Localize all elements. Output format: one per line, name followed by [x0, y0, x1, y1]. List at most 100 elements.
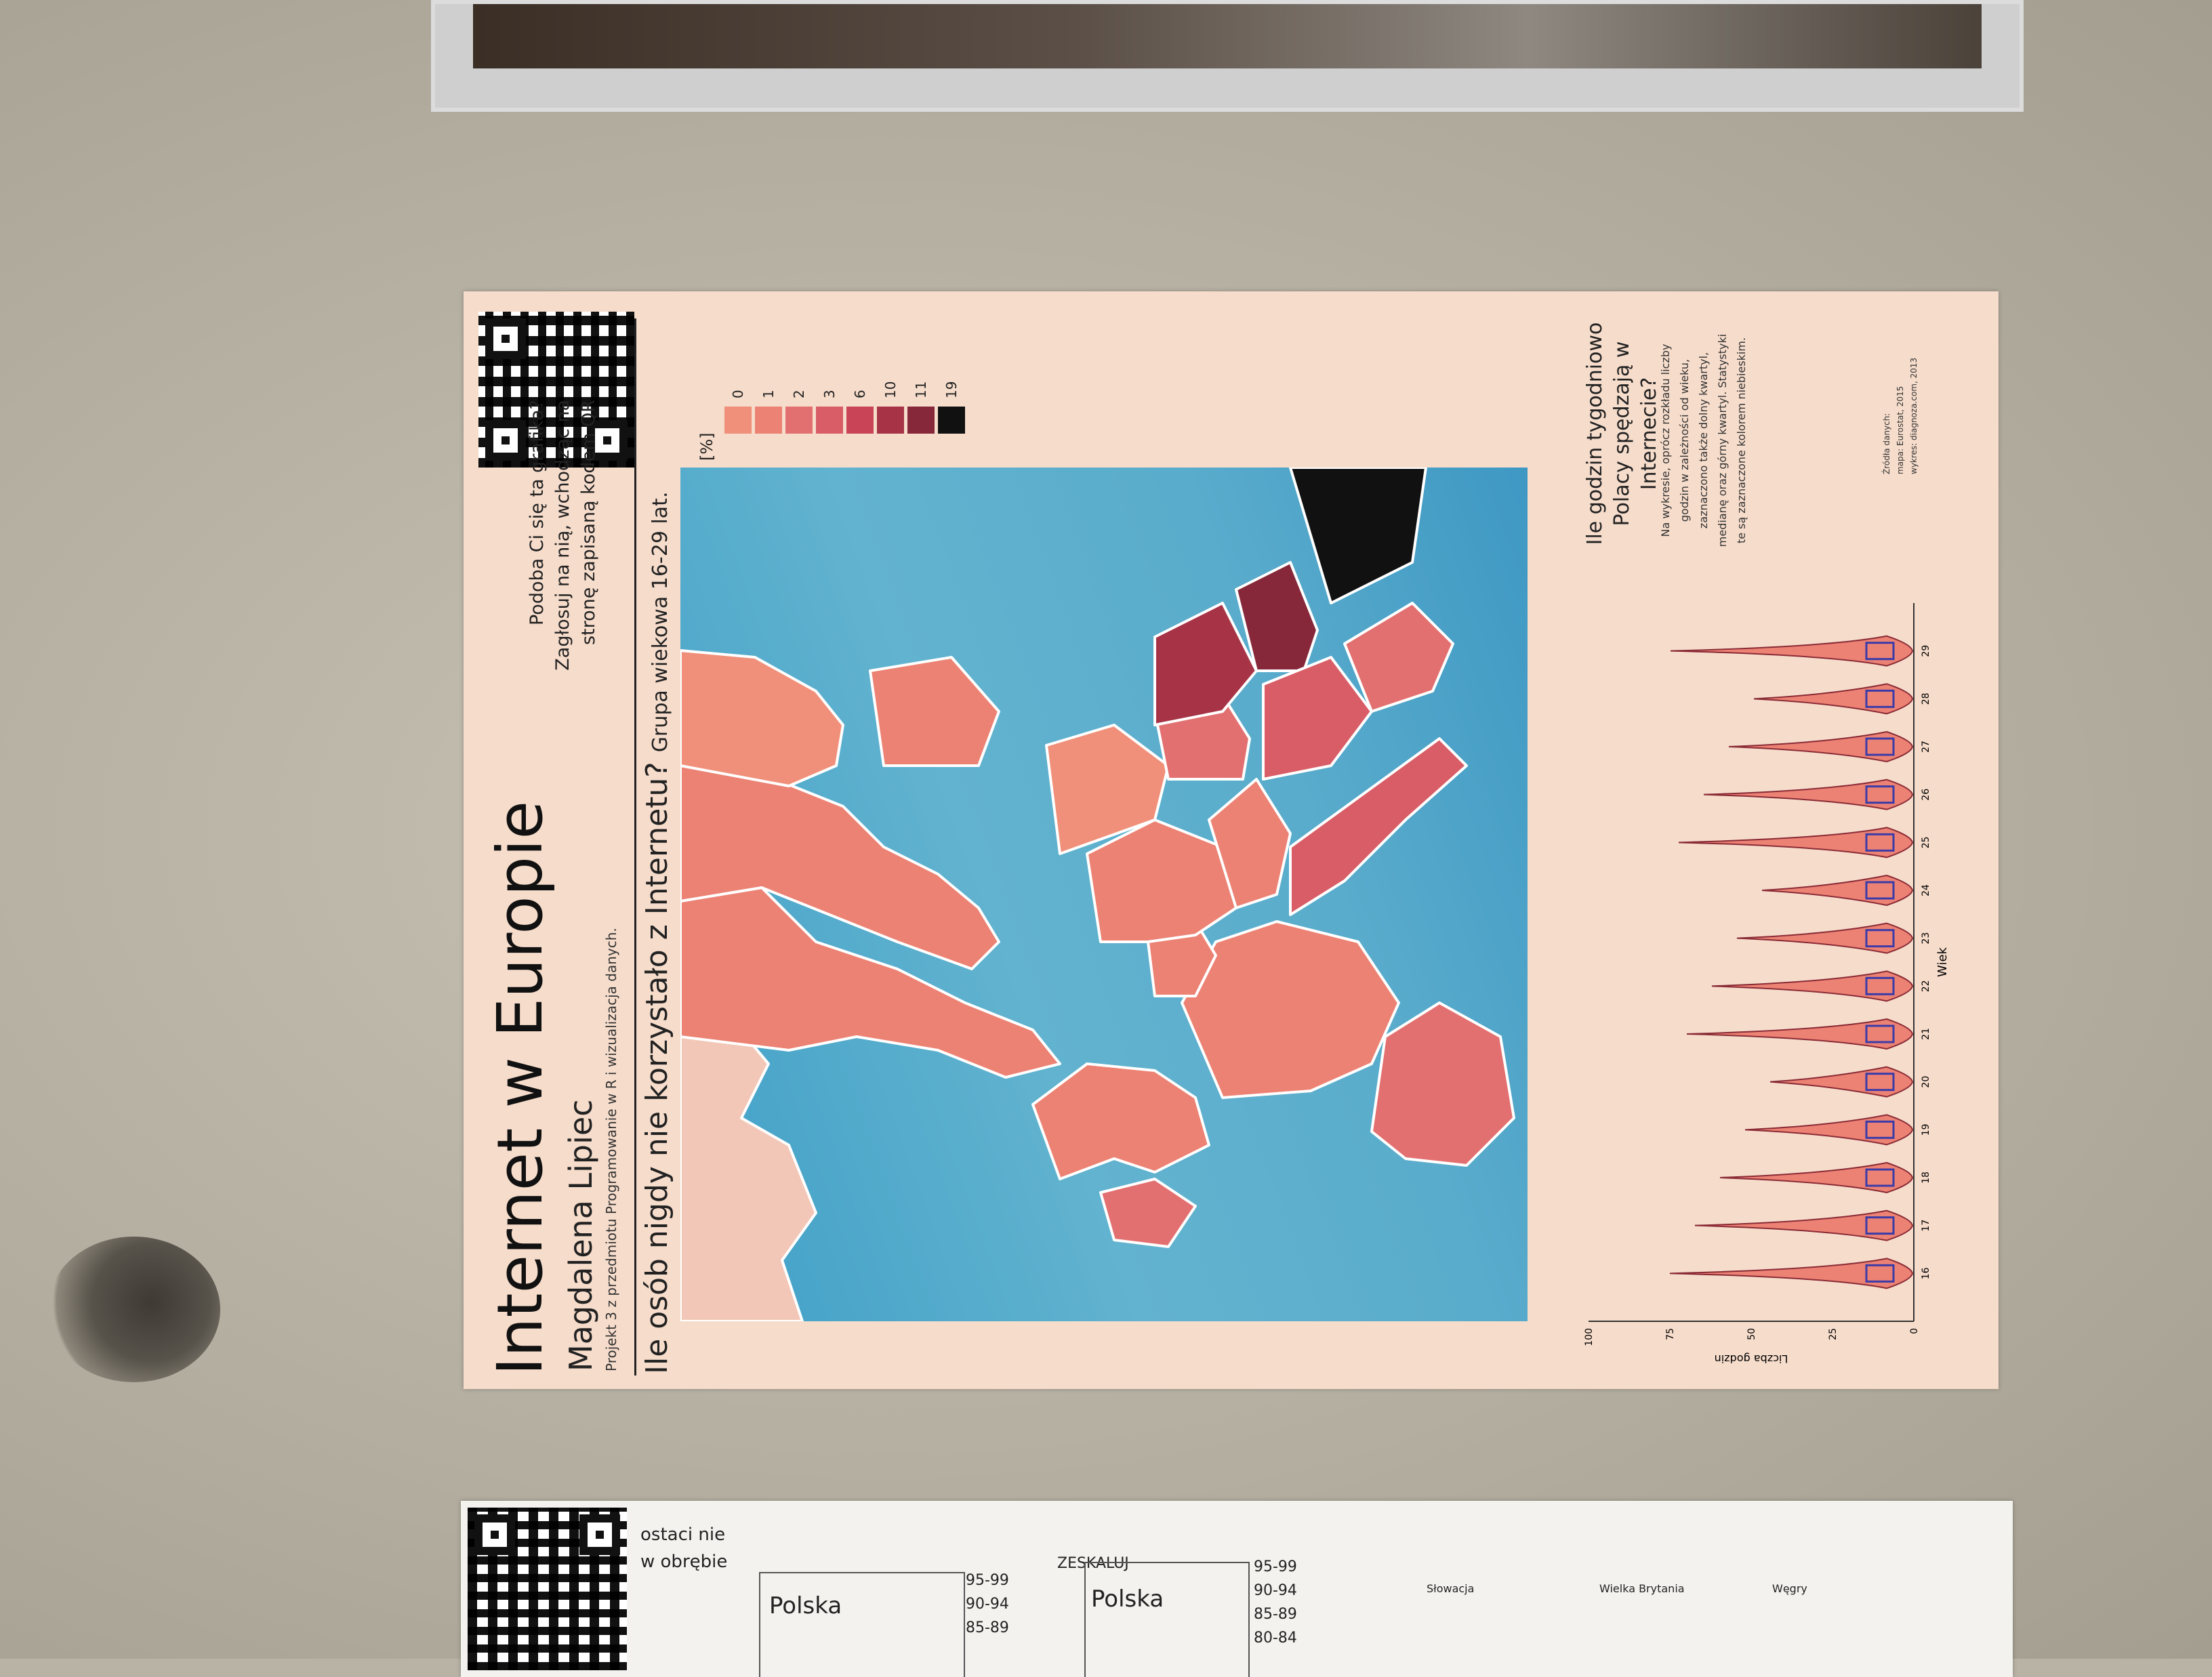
header-divider	[634, 318, 636, 1375]
x-tick-label: 27	[1921, 741, 1931, 753]
quartile-box	[1865, 1120, 1895, 1139]
region-uk	[1031, 1062, 1210, 1180]
legend-swatch	[724, 407, 752, 434]
violin-note: Na wykresie, oprócz rozkładu liczby godz…	[1659, 333, 1748, 547]
violin-shape	[1703, 779, 1914, 810]
violin-age-21: 21	[1686, 1018, 1931, 1050]
quartile-box	[1865, 1024, 1895, 1043]
violin-shape	[1728, 730, 1914, 763]
map-svg	[680, 468, 1515, 1321]
map-question-subtitle: Grupa wiekowa 16-29 lat.	[649, 491, 672, 753]
x-tick-label: 22	[1921, 980, 1931, 992]
violin-shape	[1744, 1114, 1914, 1146]
poster2-label: w obrębie	[640, 1552, 728, 1572]
region-france	[1181, 920, 1400, 1099]
poster2-tick: 90-94	[966, 1596, 1009, 1613]
region-romania	[1153, 602, 1258, 726]
y-tick-label: 25	[1828, 1328, 1839, 1340]
legend-swatch	[785, 407, 813, 434]
region-finland	[680, 649, 844, 787]
main-poster: Internet w Europie Magdalena Lipiec Proj…	[464, 291, 1999, 1389]
region-ireland	[1099, 1178, 1197, 1248]
poster2-label: ostaci nie	[640, 1525, 726, 1545]
violin-shape	[1678, 827, 1914, 858]
poster2-tick: 95-99	[1254, 1558, 1297, 1575]
violin-age-23: 23	[1736, 922, 1931, 954]
violin-age-17: 17	[1694, 1209, 1931, 1241]
region-italy	[1289, 737, 1468, 916]
quartile-box	[1865, 642, 1895, 661]
y-tick-label: 75	[1665, 1328, 1676, 1340]
poster2-chart-box	[1084, 1562, 1250, 1677]
region-baltics	[869, 656, 1000, 767]
violin-shape	[1769, 1066, 1914, 1098]
legend-swatch	[938, 407, 965, 434]
y-axis-label: Liczba godzin	[1715, 1352, 1788, 1365]
violin-age-27: 27	[1728, 730, 1931, 763]
x-tick-label: 23	[1921, 932, 1931, 945]
vote-prompt: Podoba Ci się ta grafika? Zagłosuj na ni…	[525, 400, 602, 711]
quartile-box	[1865, 976, 1895, 995]
violin-age-24: 24	[1761, 874, 1931, 907]
x-tick-label: 24	[1921, 884, 1931, 896]
violin-age-22: 22	[1711, 970, 1931, 1002]
source-line: Źródła danych:	[1882, 413, 1891, 474]
poster2-label: Polska	[1091, 1586, 1164, 1613]
legend-swatch	[755, 407, 782, 434]
violin-chart: 16 17 18 19 20 21 22 23 24 25 26 27 28 29 0 25 50 75 100 Wi…	[1575, 596, 1954, 1369]
x-tick-label: 28	[1921, 692, 1931, 705]
poster2-label: Wielka Brytania	[1599, 1582, 1685, 1595]
violin-shape	[1711, 970, 1914, 1002]
quartile-box	[1865, 1216, 1895, 1235]
wall-hole	[47, 1237, 220, 1382]
x-tick-label: 20	[1921, 1076, 1931, 1088]
poster2-tick: 80-84	[1254, 1630, 1297, 1647]
x-tick-label: 19	[1921, 1123, 1931, 1136]
violin-shape	[1686, 1018, 1914, 1050]
poster-course-note: Projekt 3 z przedmiotu Programowanie w R…	[603, 928, 619, 1371]
x-tick-label: 18	[1921, 1172, 1931, 1184]
vote-line: Zagłosuj na nią, wchodząc na	[552, 400, 573, 671]
map-question: Ile osób nigdy nie korzystało z Internet…	[640, 492, 674, 1374]
legend-label: 11	[913, 381, 929, 398]
poster2-label: ZESKALUJ	[1057, 1555, 1129, 1572]
vote-line: Podoba Ci się ta grafika?	[527, 400, 548, 626]
quartile-box	[1865, 785, 1895, 804]
violin-shape	[1761, 874, 1914, 907]
violin-age-25: 25	[1678, 827, 1931, 858]
y-tick-label: 100	[1584, 1328, 1595, 1346]
legend-swatch	[846, 407, 874, 434]
x-tick-label: 29	[1921, 645, 1931, 657]
legend-label: 2	[791, 390, 807, 398]
poster2-tick: 95-99	[966, 1572, 1009, 1589]
violin-age-19: 19	[1744, 1114, 1931, 1146]
quartile-box	[1865, 737, 1895, 756]
poster-author: Magdalena Lipiec	[562, 1099, 599, 1372]
source-line: mapa: Eurostat, 2015	[1896, 386, 1905, 474]
x-tick-label: 16	[1921, 1267, 1931, 1279]
violin-shape	[1736, 922, 1914, 954]
data-sources: Źródła danych: mapa: Eurostat, 2015 wykr…	[1880, 305, 1921, 474]
legend-label: 10	[882, 381, 899, 398]
region-poland	[1045, 724, 1170, 855]
quartile-box	[1865, 881, 1895, 900]
map-legend: [%] 0 1 2 3 6 10 11 19	[697, 305, 982, 461]
legend-swatch	[877, 407, 904, 434]
violin-shape	[1753, 683, 1914, 715]
violin-age-18: 18	[1719, 1161, 1931, 1194]
map-question-text: Ile osób nigdy nie korzystało z Internet…	[640, 762, 674, 1374]
poster-wrapper: Internet w Europie Magdalena Lipiec Proj…	[464, 291, 1999, 1389]
region-greece	[1343, 602, 1454, 713]
violin-shape	[1719, 1161, 1914, 1194]
picture-frame	[431, 0, 2024, 112]
vote-line: stronę zapisaną kodem QR	[578, 400, 599, 646]
legend-swatch	[907, 407, 935, 434]
violin-shape	[1694, 1209, 1914, 1241]
violin-age-16: 16	[1669, 1258, 1931, 1289]
region-turkey	[1289, 468, 1427, 604]
y-tick-label: 0	[1909, 1328, 1920, 1334]
poster2-tick: 85-89	[966, 1619, 1009, 1636]
legend-label: 3	[821, 390, 838, 398]
x-axis-label: Wiek	[1936, 947, 1950, 976]
region-czech-austria	[1208, 778, 1292, 909]
